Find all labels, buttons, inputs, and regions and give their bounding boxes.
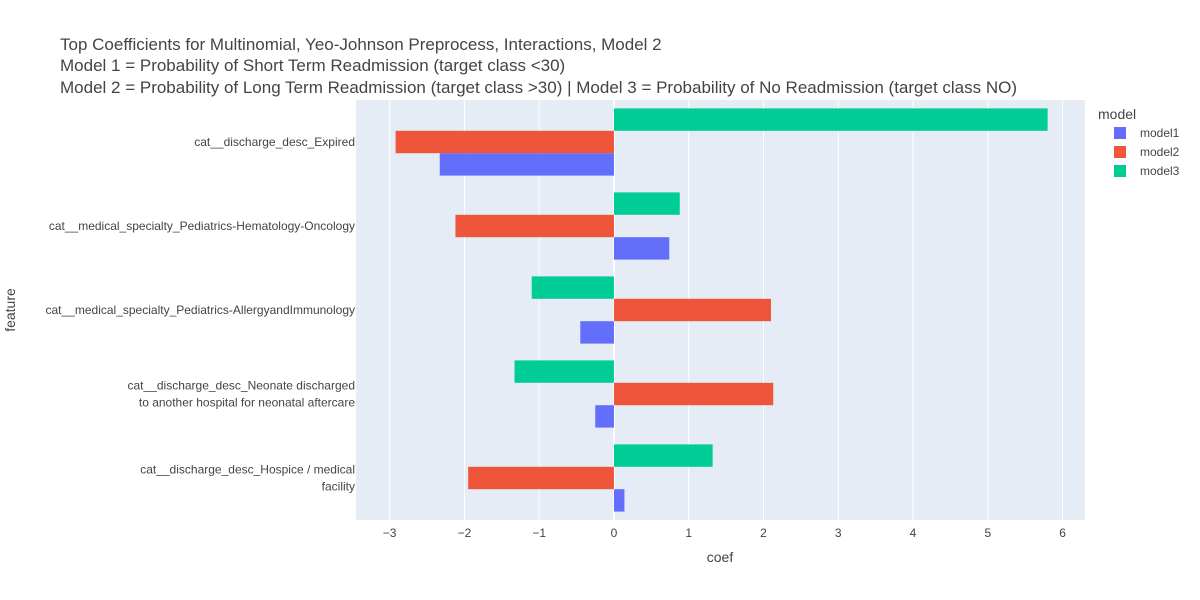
x-tick-label: 2: [760, 526, 767, 540]
x-tick-label: 3: [835, 526, 842, 540]
legend-swatch-model2[interactable]: [1114, 146, 1126, 158]
bar-model2: [613, 382, 774, 406]
y-tick-label: cat__medical_specialty_Pediatrics-Hemato…: [49, 219, 355, 233]
y-tick-label: cat__discharge_desc_Expired: [194, 135, 355, 149]
x-tick-label: −3: [383, 526, 397, 540]
y-tick-label: cat__discharge_desc_Neonate discharged: [128, 379, 356, 393]
legend-swatch-model1[interactable]: [1114, 127, 1126, 139]
x-tick-label: −2: [458, 526, 472, 540]
bar-model1: [439, 153, 614, 176]
legend-swatch-model3[interactable]: [1114, 165, 1126, 177]
bar-model3: [531, 276, 614, 299]
y-tick-label: to another hospital for neonatal afterca…: [139, 396, 355, 410]
bar-model3: [514, 360, 614, 383]
bar-model1: [595, 405, 614, 428]
chart-title-line-3: Model 2 = Probability of Long Term Readm…: [60, 78, 1017, 97]
x-tick-label: −1: [532, 526, 546, 540]
bar-model2: [613, 298, 771, 322]
bar-model2: [468, 466, 614, 490]
x-tick-label: 5: [984, 526, 991, 540]
x-axis-title: coef: [707, 549, 734, 565]
legend-label-model2[interactable]: model2: [1140, 145, 1180, 159]
y-axis-title: feature: [2, 288, 18, 332]
bars: [395, 108, 1048, 512]
chart-title: Top Coefficients for Multinomial, Yeo-Jo…: [60, 35, 1017, 97]
legend-label-model3[interactable]: model3: [1140, 164, 1180, 178]
bar-model3: [613, 108, 1048, 131]
x-axis-ticks: −3 −2 −1 0 1 2 3 4 5 6: [383, 526, 1066, 540]
bar-model1: [580, 321, 614, 344]
y-tick-label: cat__discharge_desc_Hospice / medical: [140, 463, 355, 477]
y-tick-label: facility: [322, 480, 355, 494]
legend: model model1 model2 model3: [1098, 106, 1180, 178]
bar-model2: [455, 214, 614, 238]
bar-model2: [395, 130, 614, 154]
x-tick-label: 0: [611, 526, 618, 540]
y-tick-label: cat__medical_specialty_Pediatrics-Allerg…: [46, 303, 356, 317]
bar-model3: [613, 444, 713, 467]
legend-title: model: [1098, 106, 1136, 122]
bar-model3: [613, 192, 680, 215]
x-tick-label: 1: [685, 526, 692, 540]
x-tick-label: 6: [1059, 526, 1066, 540]
y-axis-ticks: cat__discharge_desc_Expired cat__medical_…: [46, 135, 356, 494]
bar-model1: [613, 489, 625, 512]
chart-title-line-1: Top Coefficients for Multinomial, Yeo-Jo…: [60, 35, 662, 54]
chart-title-line-2: Model 1 = Probability of Short Term Read…: [60, 56, 565, 75]
x-tick-label: 4: [910, 526, 917, 540]
legend-label-model1[interactable]: model1: [1140, 126, 1180, 140]
bar-model1: [613, 237, 670, 260]
